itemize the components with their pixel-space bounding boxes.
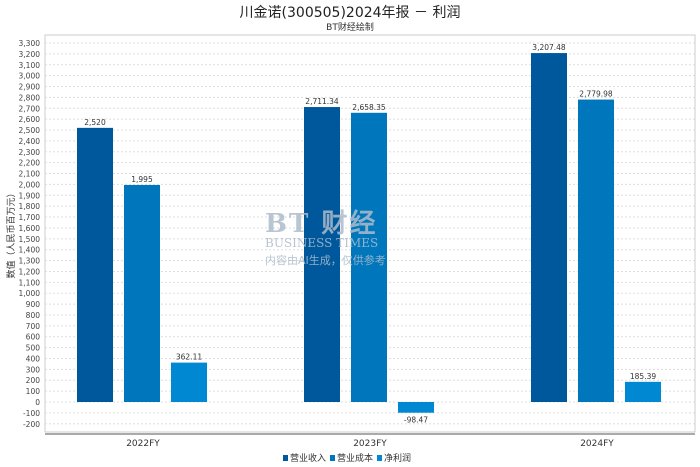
legend-swatch bbox=[377, 455, 382, 461]
data-label: 2,520 bbox=[84, 118, 106, 127]
data-label: 3,207.48 bbox=[532, 43, 566, 52]
y-tick-label: -200 bbox=[23, 420, 40, 429]
y-tick-label: 1,400 bbox=[19, 246, 41, 255]
x-tick-label: 2023FY bbox=[353, 439, 387, 449]
y-tick-label: 400 bbox=[26, 354, 41, 363]
y-tick-label: 700 bbox=[26, 322, 41, 331]
bar-营业成本 bbox=[124, 184, 160, 402]
legend-label: 营业成本 bbox=[337, 452, 373, 464]
y-tick-label: 2,600 bbox=[19, 115, 41, 124]
y-tick-label: 300 bbox=[26, 365, 41, 374]
y-tick-label: 2,400 bbox=[19, 137, 41, 146]
y-tick-label: 1,100 bbox=[19, 278, 41, 287]
y-tick-label: 1,200 bbox=[19, 267, 41, 276]
bar-净利润 bbox=[398, 402, 434, 413]
bar-营业成本 bbox=[351, 112, 387, 402]
y-tick-label: 2,300 bbox=[19, 148, 41, 157]
y-tick-label: 2,800 bbox=[19, 93, 41, 102]
bar-净利润 bbox=[171, 362, 207, 402]
data-label: 2,658.35 bbox=[352, 103, 386, 112]
bar-净利润 bbox=[625, 381, 661, 402]
y-tick-label: 200 bbox=[26, 376, 41, 385]
y-tick-label: 2,100 bbox=[19, 170, 41, 179]
bar-营业收入 bbox=[77, 127, 113, 402]
bar-营业收入 bbox=[304, 107, 340, 403]
y-tick-label: 2,500 bbox=[19, 126, 41, 135]
data-label: 2,711.34 bbox=[305, 97, 339, 106]
y-tick-label: 2,000 bbox=[19, 180, 41, 189]
x-tick-label: 2022FY bbox=[126, 439, 160, 449]
y-tick-label: 3,000 bbox=[19, 72, 41, 81]
data-label: 2,779.98 bbox=[579, 90, 613, 99]
chart-title: 川金诺(300505)2024年报 － 利润 bbox=[239, 5, 461, 21]
x-tick-label: 2024FY bbox=[580, 439, 614, 449]
data-label: 185.39 bbox=[630, 372, 656, 381]
y-tick-label: 3,300 bbox=[19, 39, 41, 48]
y-tick-label: 800 bbox=[26, 311, 41, 320]
legend-label: 营业收入 bbox=[290, 452, 326, 464]
y-tick-label: 900 bbox=[26, 300, 41, 309]
y-tick-label: 1,700 bbox=[19, 213, 41, 222]
y-tick-label: 3,200 bbox=[19, 50, 41, 59]
y-tick-label: 2,200 bbox=[19, 159, 41, 168]
y-tick-label: 600 bbox=[26, 333, 41, 342]
y-tick-label: 100 bbox=[26, 387, 41, 396]
y-tick-label: 500 bbox=[26, 344, 41, 353]
data-label: 362.11 bbox=[176, 353, 202, 362]
y-tick-label: 1,300 bbox=[19, 257, 41, 266]
y-tick-label: 1,600 bbox=[19, 224, 41, 233]
legend-label: 净利润 bbox=[384, 452, 411, 464]
bar-营业收入 bbox=[531, 53, 567, 402]
y-tick-label: 1,800 bbox=[19, 202, 41, 211]
y-tick-label: 1,500 bbox=[19, 235, 41, 244]
legend-swatch bbox=[283, 455, 288, 461]
y-tick-label: 3,100 bbox=[19, 61, 41, 70]
data-label: 1,995 bbox=[131, 175, 153, 184]
y-tick-label: 1,000 bbox=[19, 289, 41, 298]
y-axis-title: 数值（人民币百万元） bbox=[5, 188, 17, 278]
y-tick-label: -100 bbox=[23, 409, 40, 418]
bar-营业成本 bbox=[578, 99, 614, 402]
y-tick-label: 1,900 bbox=[19, 191, 41, 200]
legend-swatch bbox=[330, 455, 335, 461]
y-tick-label: 0 bbox=[35, 398, 40, 407]
data-label: -98.47 bbox=[404, 416, 428, 425]
y-tick-label: 2,900 bbox=[19, 83, 41, 92]
chart-subtitle: BT财经绘制 bbox=[326, 23, 374, 33]
y-tick-label: 2,700 bbox=[19, 104, 41, 113]
